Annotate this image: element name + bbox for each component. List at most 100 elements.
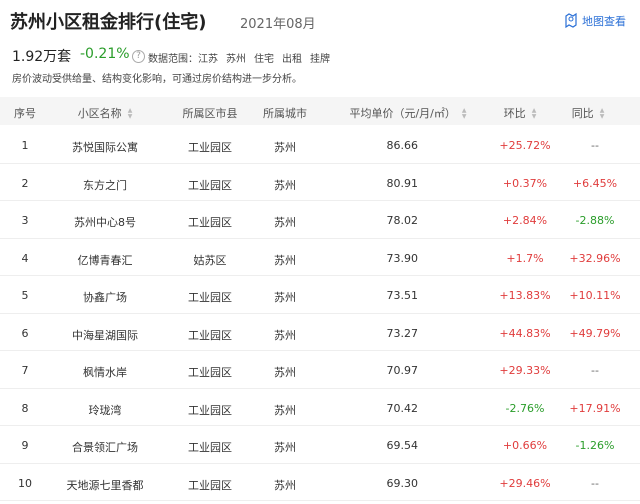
title: 苏州小区租金排行(住宅) bbox=[10, 12, 207, 33]
table-cell: +32.96% bbox=[569, 251, 621, 265]
column-header: 所属区市县 bbox=[183, 105, 238, 121]
table-cell: 苏州 bbox=[274, 141, 296, 154]
map-icon[interactable] bbox=[564, 12, 578, 28]
table-cell: 73.90 bbox=[386, 251, 419, 265]
table-cell: 工业园区 bbox=[188, 328, 232, 342]
scope-item: 挂牌 bbox=[310, 54, 330, 65]
scope: 数据范围：江苏 苏州 住宅 出租 挂牌 bbox=[148, 50, 338, 65]
table-cell: 工业园区 bbox=[188, 403, 232, 417]
scope-label: 数据范围： bbox=[148, 54, 198, 65]
table-cell: 8 bbox=[21, 401, 29, 415]
table-cell: +0.66% bbox=[502, 439, 548, 452]
table-cell: 10 bbox=[18, 476, 32, 490]
table-cell: 枫情水岸 bbox=[83, 366, 127, 379]
sort-arrow: ▲ ▼ bbox=[461, 107, 467, 120]
change: -0.21% bbox=[80, 46, 130, 62]
table-cell: 中海星湖国际 bbox=[72, 328, 138, 342]
table-cell: 80.91 bbox=[386, 176, 419, 190]
table-cell: 70.97 bbox=[386, 364, 419, 377]
column-title: 同比 bbox=[571, 107, 594, 120]
table-cell: +29.33% bbox=[499, 364, 551, 377]
table-cell: 1 bbox=[21, 139, 29, 152]
table-cell: 工业园区 bbox=[188, 478, 232, 492]
sort-arrow: ▲ ▼ bbox=[599, 107, 605, 120]
table-cell: 工业园区 bbox=[188, 366, 232, 379]
table-cell: 苏州 bbox=[274, 366, 296, 379]
table-cell: 苏州 bbox=[274, 253, 296, 267]
table-cell: -2.76% bbox=[505, 401, 545, 415]
table-cell: 天地源七里香都 bbox=[66, 478, 144, 492]
column-title: 小区名称 bbox=[77, 107, 122, 120]
table-cell: 69.30 bbox=[386, 476, 419, 490]
map-link[interactable]: 地图查看 bbox=[582, 15, 626, 28]
table-row: 3 苏州中心8号 工业园区 苏州 78.02 +2.84% -2.88% bbox=[0, 200, 640, 239]
scope-item: 住宅 bbox=[254, 54, 274, 65]
table-cell: 玲珑湾 bbox=[88, 403, 122, 417]
table-cell: 姑苏区 bbox=[193, 253, 227, 267]
table-cell: 73.27 bbox=[386, 326, 419, 340]
table-cell: +6.45% bbox=[572, 176, 618, 190]
table-cell: 4 bbox=[21, 251, 29, 265]
column-title: 环比 bbox=[503, 107, 526, 120]
table-row: 4 亿博青春汇 姑苏区 苏州 73.90 +1.7% +32.96% bbox=[0, 238, 640, 276]
table-header: 序号 小区名称 ▲ ▼ 所属区市县 所属城市 平均单价（元/月/㎡） ▲ ▼ 环比 ▲ ▼ 同比 ▲ ▼ bbox=[0, 97, 640, 125]
table-cell: 86.66 bbox=[386, 139, 419, 152]
table-cell: 78.02 bbox=[386, 214, 419, 227]
column-header: 所属城市 bbox=[263, 105, 307, 121]
table-cell: 东方之门 bbox=[83, 178, 127, 192]
table-cell: +2.84% bbox=[502, 214, 548, 227]
table-cell: 苏州 bbox=[274, 216, 296, 229]
scope-item: 江苏 bbox=[198, 54, 218, 65]
table-cell: 苏州 bbox=[274, 291, 296, 304]
table-cell: -- bbox=[591, 476, 599, 490]
scope-item: 出租 bbox=[282, 54, 302, 65]
table-cell: 工业园区 bbox=[188, 141, 232, 154]
column-header[interactable]: 同比 ▲ ▼ bbox=[572, 105, 605, 121]
table-cell: +1.7% bbox=[506, 251, 544, 265]
table-row: 7 枫情水岸 工业园区 苏州 70.97 +29.33% -- bbox=[0, 350, 640, 389]
column-header[interactable]: 环比 ▲ ▼ bbox=[504, 105, 537, 121]
table-cell: 苏悦国际公寓 bbox=[72, 141, 138, 154]
table-cell: 73.51 bbox=[386, 289, 419, 302]
column-title: 平均单价（元/月/㎡） bbox=[349, 107, 456, 120]
table-cell: 苏州 bbox=[274, 403, 296, 417]
table-cell: 工业园区 bbox=[188, 178, 232, 192]
column-header[interactable]: 小区名称 ▲ ▼ bbox=[78, 105, 133, 121]
table-cell: +49.79% bbox=[569, 326, 621, 340]
table-cell: +17.91% bbox=[569, 401, 621, 415]
scope-item: 苏州 bbox=[226, 54, 246, 65]
table-row: 10 天地源七里香都 工业园区 苏州 69.30 +29.46% -- bbox=[0, 463, 640, 501]
table-cell: +0.37% bbox=[502, 176, 548, 190]
table-row: 8 玲珑湾 工业园区 苏州 70.42 -2.76% +17.91% bbox=[0, 388, 640, 426]
table-cell: -- bbox=[591, 139, 599, 152]
sort-arrow: ▲ ▼ bbox=[531, 107, 537, 120]
sort-arrow: ▲ ▼ bbox=[127, 107, 133, 120]
table-cell: 2 bbox=[21, 176, 29, 190]
table-cell: +10.11% bbox=[569, 289, 621, 302]
table-cell: 5 bbox=[21, 289, 29, 302]
table-row: 5 协鑫广场 工业园区 苏州 73.51 +13.83% +10.11% bbox=[0, 275, 640, 314]
table-cell: 工业园区 bbox=[188, 441, 232, 454]
table-cell: 工业园区 bbox=[188, 216, 232, 229]
table-cell: 协鑫广场 bbox=[83, 291, 127, 304]
table-cell: 3 bbox=[21, 214, 29, 227]
table-cell: 苏州 bbox=[274, 478, 296, 492]
table-cell: 6 bbox=[21, 326, 29, 340]
table-cell: 工业园区 bbox=[188, 291, 232, 304]
table-cell: +44.83% bbox=[499, 326, 551, 340]
count: 1.92万套 bbox=[12, 49, 72, 65]
column-title: 所属城市 bbox=[263, 107, 307, 120]
table-cell: -2.88% bbox=[575, 214, 615, 227]
table-cell: 苏州中心8号 bbox=[74, 216, 136, 229]
table-row: 9 合景领汇广场 工业园区 苏州 69.54 +0.66% -1.26% bbox=[0, 425, 640, 464]
column-header[interactable]: 平均单价（元/月/㎡） ▲ ▼ bbox=[349, 105, 466, 121]
table-cell: 7 bbox=[21, 364, 29, 377]
date: 2021年08月 bbox=[240, 17, 316, 32]
table-cell: 亿博青春汇 bbox=[77, 253, 133, 267]
table-cell: 苏州 bbox=[274, 328, 296, 342]
table-cell: +13.83% bbox=[499, 289, 551, 302]
table-cell: +29.46% bbox=[499, 476, 551, 490]
help-icon[interactable]: ? bbox=[132, 50, 145, 63]
column-title: 序号 bbox=[14, 107, 36, 120]
